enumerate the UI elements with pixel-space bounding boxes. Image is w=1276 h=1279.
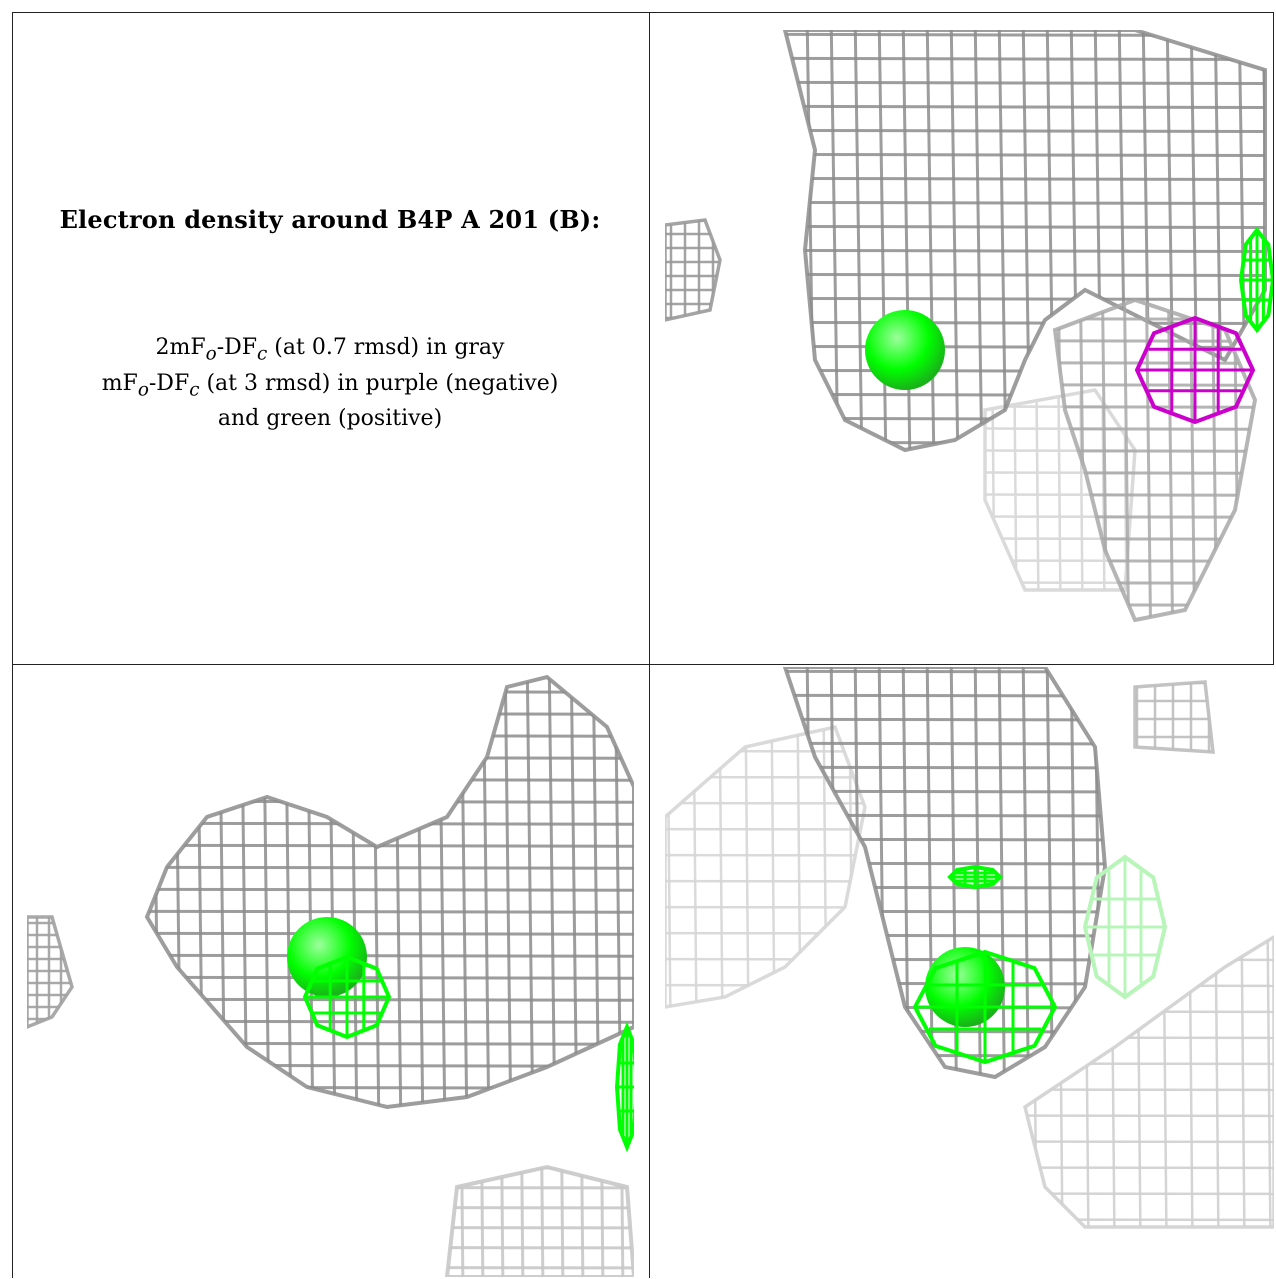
density-mesh bbox=[27, 917, 72, 1027]
right-border bbox=[1273, 12, 1274, 664]
positive-density-cage-edge bbox=[1238, 226, 1273, 334]
density-mesh bbox=[447, 1167, 634, 1277]
density-render-bottom-right bbox=[665, 667, 1274, 1229]
caption-cell: Electron density around B4P A 201 (B): 2… bbox=[12, 12, 648, 662]
figure-frame: Electron density around B4P A 201 (B): 2… bbox=[12, 12, 1274, 1278]
top-border bbox=[12, 12, 1274, 13]
density-outline bbox=[665, 218, 722, 322]
negative-density-cage bbox=[1134, 315, 1256, 425]
density-outline bbox=[782, 30, 1267, 453]
positive-density-cage-edge-bottom-left bbox=[614, 1021, 634, 1153]
density-mesh bbox=[665, 220, 720, 320]
caption-line-mfo: mFo-DFc (at 3 rmsd) in purple (negative) bbox=[101, 371, 559, 401]
view-top-right bbox=[665, 30, 1273, 642]
density-outline bbox=[983, 388, 1137, 592]
view-bottom-right bbox=[665, 667, 1274, 1277]
density-outline bbox=[144, 674, 634, 1110]
positive-density-cage-bottom-right bbox=[912, 949, 1058, 1065]
left-border bbox=[12, 12, 13, 1278]
positive-density-cage-faded bbox=[1082, 854, 1168, 1000]
positive-density-sphere-bottom-left bbox=[287, 917, 367, 997]
positive-density-cage-small bbox=[947, 864, 1003, 890]
center-border bbox=[649, 12, 650, 1278]
positive-density-sphere-top-right bbox=[865, 310, 945, 390]
density-render-bottom-left bbox=[27, 674, 634, 1277]
density-mesh bbox=[985, 390, 1135, 590]
density-outline bbox=[782, 667, 1108, 1080]
caption-title: Electron density around B4P A 201 (B): bbox=[59, 205, 601, 234]
density-outline bbox=[27, 915, 74, 1029]
density-mesh bbox=[1055, 300, 1255, 620]
density-outline bbox=[444, 1164, 634, 1277]
density-outline bbox=[1023, 934, 1274, 1229]
density-mesh bbox=[785, 30, 1265, 450]
middle-border bbox=[12, 664, 1274, 665]
positive-density-cage-bottom-left bbox=[302, 954, 392, 1040]
view-bottom-left bbox=[27, 667, 634, 1277]
density-outline bbox=[665, 724, 867, 1009]
caption-line-green: and green (positive) bbox=[217, 406, 443, 431]
density-render-top-right bbox=[665, 30, 1273, 623]
density-mesh bbox=[1025, 937, 1274, 1227]
caption-line-2mfo: 2mFo-DFc (at 0.7 rmsd) in gray bbox=[155, 335, 505, 365]
density-outline bbox=[1133, 680, 1215, 754]
